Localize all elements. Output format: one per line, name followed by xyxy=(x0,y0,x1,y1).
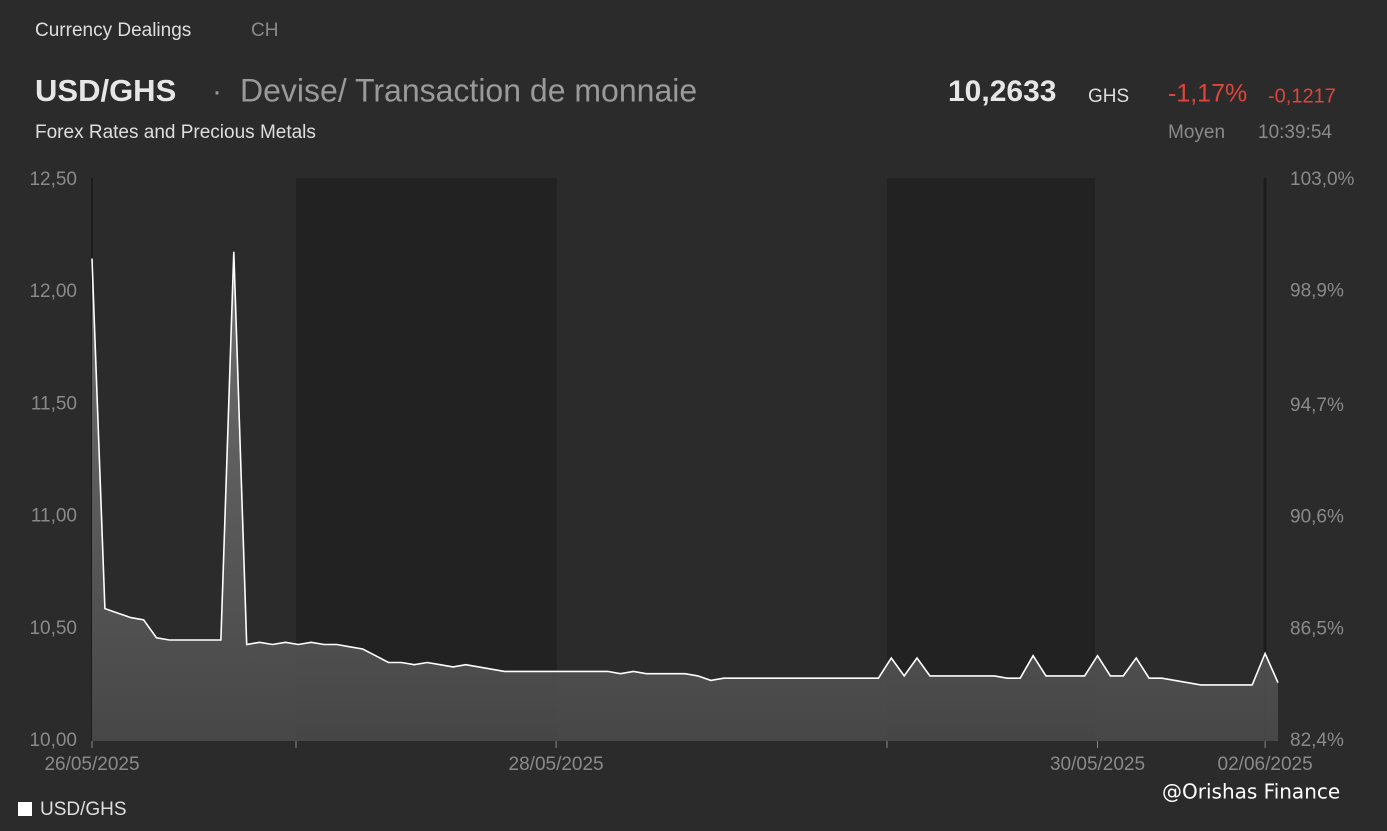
y-tick-label: 11,00 xyxy=(31,506,77,527)
price: 10,2633 xyxy=(948,75,1056,108)
x-tick-label: 02/06/2025 xyxy=(1218,754,1313,775)
section: Currency Dealings xyxy=(35,20,191,41)
x-tick-label: 26/05/2025 xyxy=(44,754,139,775)
y2-tick-label: 82,4% xyxy=(1290,730,1344,751)
currency: GHS xyxy=(1088,86,1129,107)
area-fill xyxy=(92,251,1278,742)
watermark: @Orishas Finance xyxy=(1162,780,1340,804)
price-type: Moyen xyxy=(1168,122,1225,143)
y-tick-label: 10,50 xyxy=(29,618,77,639)
description: Devise/ Transaction de monnaie xyxy=(240,72,697,108)
x-tick-label: 28/05/2025 xyxy=(509,754,604,775)
session-band xyxy=(887,178,1095,741)
region: CH xyxy=(251,20,278,41)
x-tick-label: 30/05/2025 xyxy=(1050,754,1145,775)
y-tick-label: 11,50 xyxy=(31,393,77,414)
y2-tick-label: 103,0% xyxy=(1290,169,1355,190)
y2-tick-label: 98,9% xyxy=(1290,281,1344,302)
y-tick-label: 10,00 xyxy=(29,730,77,751)
time: 10:39:54 xyxy=(1258,122,1332,143)
separator: · xyxy=(212,75,222,108)
y2-tick-label: 94,7% xyxy=(1290,395,1344,416)
y-tick-label: 12,00 xyxy=(29,281,77,302)
change-pct: -1,17% xyxy=(1168,80,1247,108)
y2-tick-label: 90,6% xyxy=(1290,507,1344,528)
legend-swatch xyxy=(18,802,32,816)
change-abs: -0,1217 xyxy=(1268,85,1336,107)
subtitle: Forex Rates and Precious Metals xyxy=(35,122,316,143)
y2-tick-label: 86,5% xyxy=(1290,618,1344,639)
symbol: USD/GHS xyxy=(35,73,176,108)
legend-label: USD/GHS xyxy=(40,799,127,820)
y-tick-label: 12,50 xyxy=(29,169,77,190)
series-line xyxy=(91,251,1279,686)
